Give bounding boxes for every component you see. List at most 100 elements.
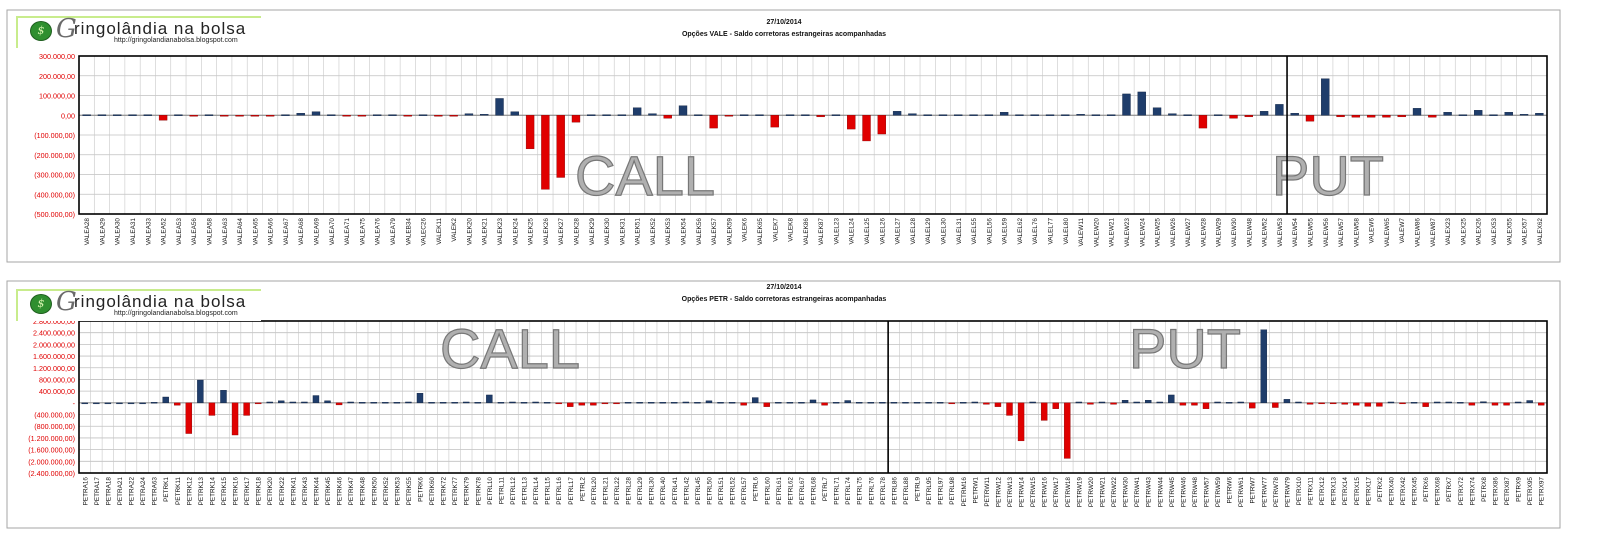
x-tick-label: VALEK28 [573,218,580,246]
bar [197,379,204,404]
x-tick-label: PETRL97 [938,477,945,505]
bar [624,402,632,404]
bar [1387,401,1395,404]
bar [809,399,817,404]
x-tick-label: VALEL27 [895,218,902,245]
x-tick-label: PETRK77 [452,477,459,506]
bar [1318,402,1325,405]
bar [770,115,779,128]
bar [601,402,609,405]
bar [220,115,229,117]
bar [763,402,770,407]
x-tick-label: VALEA66 [268,218,275,246]
x-tick-label: PETRL30 [649,477,656,505]
bar [463,401,470,404]
x-tick-label: VALEW21 [1109,218,1116,247]
bar [671,402,678,404]
x-tick-label: VALEW52 [1262,218,1269,247]
x-tick-label: VALEW57 [1338,218,1345,247]
x-tick-label: VALEW28 [1200,218,1207,247]
x-tick-label: PETRW16 [1042,477,1049,508]
x-tick-label: PETRK79 [464,477,471,506]
bar [1433,401,1441,404]
bar [532,401,539,404]
x-tick-label: VALEA30 [115,218,122,246]
x-tick-label: PETRW57 [1204,477,1211,508]
x-tick-label: VALEW24 [1139,218,1146,247]
logo-url: http://gringolandianabolsa.blogspot.com [114,37,238,44]
bar [971,401,979,404]
x-tick-label: VALEX57 [1522,218,1529,246]
bar [1351,115,1361,118]
x-tick-label: PETRL67 [799,477,806,505]
bar [1137,91,1146,116]
x-tick-label: PETRL86 [891,477,898,505]
x-tick-label: PETRK15 [221,477,228,506]
bar [1225,402,1233,404]
x-tick-label: PETRL28 [626,477,633,505]
x-tick-label: PETRX17 [1365,477,1372,506]
x-tick-label: VALEK25 [528,218,535,246]
x-tick-label: PETRX2 [1377,477,1384,502]
bar [439,402,447,404]
x-tick-label: PETRX40 [1388,477,1395,506]
bar [204,114,214,116]
x-tick-label: VALEL26 [879,218,886,245]
x-tick-label: PETRL52 [730,477,737,505]
bar [659,402,666,404]
x-tick-label: PETRL62 [787,477,794,505]
x-tick-label: VALEX53 [1491,218,1498,246]
x-tick-label: VALEK52 [650,218,657,246]
bar [1214,401,1221,404]
logo-initial: G [56,287,77,317]
x-tick-label: PETRX9 [1516,477,1523,502]
bar [1306,402,1314,405]
bar [185,402,193,434]
bar [923,114,932,116]
bar [617,114,627,116]
bar [370,402,377,404]
x-tick-label: PETRA21 [117,477,124,506]
bar [1468,402,1476,406]
x-tick-label: VALEL59 [1002,218,1009,245]
x-tick-label: VALEA68 [298,218,305,246]
bar [1061,114,1070,116]
x-tick-label: VALEK86 [803,218,810,246]
bar [1040,402,1048,421]
x-tick-label: PETRW61 [1238,477,1245,508]
x-tick-label: VALEW86 [1415,218,1422,247]
x-tick-label: PETRW44 [1157,477,1164,508]
x-tick-label: VALEA75 [359,218,366,246]
x-tick-label: VALEA64 [237,218,244,246]
x-tick-label: PETRW48 [1192,477,1199,508]
bar [93,402,100,405]
bar [347,401,354,404]
bar [602,114,611,116]
x-tick-label: PETRW22 [1111,477,1118,508]
bar [1098,401,1106,404]
bar [648,113,657,116]
x-tick-label: VALEA31 [130,218,137,246]
x-tick-label: PETRL7 [822,477,829,502]
x-tick-label: PETRK20 [267,477,274,506]
bar [821,402,828,406]
y-tick-label: 100.000,00 [39,92,75,101]
x-tick-label: VALEX55 [1506,218,1513,246]
bar [1443,112,1452,116]
bar [104,402,112,405]
bar [451,402,458,404]
bar [1145,400,1152,404]
x-tick-label: VALEA33 [145,218,152,246]
bar [1457,402,1464,404]
bar [1198,115,1208,129]
x-tick-label: PETRK47 [348,477,355,506]
bar [1064,402,1071,459]
bar [1376,402,1383,407]
x-tick-label: VALEL55 [971,218,978,245]
x-tick-label: PETRK17 [244,477,251,506]
x-tick-label: PETRL10 [487,477,494,505]
bar [890,402,898,404]
bar [449,115,458,117]
y-tick-label: (1.600.000,00) [28,446,75,455]
x-tick-label: VALEK30 [604,218,611,246]
